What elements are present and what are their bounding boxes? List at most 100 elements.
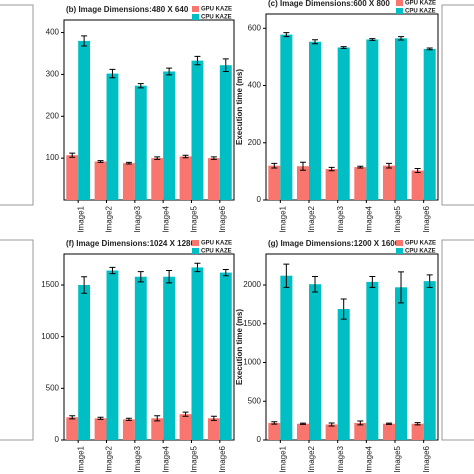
error-bar: [69, 152, 76, 158]
y-tick-label: 600: [248, 23, 262, 32]
x-tick-label: Image6: [422, 205, 431, 232]
error-bar: [109, 266, 116, 275]
error-bar: [210, 415, 217, 421]
y-tick-label: 200: [248, 138, 262, 147]
error-bar: [328, 422, 335, 427]
bar: [296, 166, 309, 200]
bar: [366, 39, 379, 200]
error-bar: [357, 165, 364, 169]
error-bar: [271, 421, 278, 425]
x-tick-label: Image1: [76, 205, 85, 232]
error-bar: [97, 160, 104, 163]
error-bar: [125, 417, 132, 421]
x-tick-label: Image4: [161, 445, 170, 472]
legend-label: CPU KAZE: [405, 249, 436, 255]
y-tick-label: 100: [46, 153, 60, 162]
bar: [94, 418, 107, 440]
bar: [207, 158, 220, 200]
legend-label: GPU KAZE: [405, 1, 436, 7]
legend-swatch: [396, 0, 403, 6]
bar: [207, 418, 220, 440]
x-tick-label: Image1: [278, 205, 287, 232]
x-tick-label: Image1: [76, 445, 85, 472]
error-bar: [210, 156, 217, 160]
error-bar: [299, 422, 306, 425]
bar: [151, 158, 164, 200]
bar: [134, 276, 147, 440]
bar: [309, 41, 322, 200]
x-tick-label: Image5: [190, 445, 199, 472]
bar: [268, 165, 281, 200]
bar: [280, 34, 293, 201]
error-bar: [299, 161, 306, 171]
x-tick-label: Image3: [133, 445, 142, 472]
error-bar: [137, 271, 144, 283]
error-bar: [154, 415, 161, 422]
bar: [280, 275, 293, 440]
x-tick-label: Image4: [364, 205, 373, 232]
x-tick-label: Image6: [218, 445, 227, 472]
bar: [179, 414, 192, 440]
error-bar: [426, 274, 433, 288]
error-bar: [369, 275, 376, 288]
bar: [78, 40, 91, 200]
bar: [366, 281, 379, 440]
legend-label: CPU KAZE: [405, 9, 436, 15]
bar: [163, 276, 176, 440]
legend-swatch: [192, 248, 199, 254]
error-bar: [340, 46, 347, 49]
y-tick-label: 1500: [243, 319, 261, 328]
legend-swatch: [192, 240, 199, 246]
error-bar: [222, 58, 229, 72]
bar: [395, 38, 408, 201]
bar: [106, 73, 119, 200]
bar: [219, 65, 232, 200]
bar: [325, 169, 338, 200]
x-tick-label: Image3: [133, 205, 142, 232]
y-tick-label: 400: [46, 28, 60, 37]
x-tick-label: Image2: [307, 445, 316, 472]
bar: [337, 47, 350, 201]
legend-label: GPU KAZE: [201, 7, 232, 13]
y-tick-label: 300: [46, 70, 60, 79]
error-bar: [385, 162, 392, 169]
bar: [219, 272, 232, 440]
error-bar: [283, 32, 290, 38]
plot-frame: [265, 253, 439, 441]
bar: [122, 163, 135, 200]
error-bar: [414, 422, 421, 426]
bar: [309, 284, 322, 440]
bar: [382, 165, 395, 200]
error-bar: [182, 154, 189, 159]
bar: [296, 423, 309, 440]
error-bar: [166, 270, 173, 284]
error-bar: [166, 67, 173, 76]
legend-swatch: [192, 6, 199, 12]
error-bar: [312, 39, 319, 45]
chart-title: (g) Image Dimensions:1200 X 1600: [268, 239, 400, 248]
legend-label: CPU KAZE: [201, 15, 232, 21]
y-tick-label: 400: [248, 81, 262, 90]
y-tick-label: 2000: [243, 280, 261, 289]
bar: [354, 422, 367, 440]
y-tick-label: 1000: [243, 358, 261, 367]
x-tick-label: Image5: [393, 205, 402, 232]
error-bar: [154, 156, 161, 160]
x-tick-label: Image2: [307, 205, 316, 232]
legend-label: GPU KAZE: [405, 241, 436, 247]
chart-title: (f) Image Dimensions:1024 X 1280: [66, 239, 195, 248]
bar: [66, 155, 79, 200]
error-bar: [340, 298, 347, 320]
y-tick-label: 1500: [41, 280, 59, 289]
y-tick-label: 0: [55, 435, 60, 444]
x-tick-label: Image4: [161, 205, 170, 232]
legend-swatch: [396, 248, 403, 254]
chart-title: (b) Image Dimensions:480 X 640: [66, 5, 189, 14]
error-bar: [385, 422, 392, 425]
x-tick-label: Image1: [278, 445, 287, 472]
y-axis-title: Execution time (ms): [235, 69, 244, 145]
bar: [411, 423, 424, 440]
x-tick-label: Image2: [105, 205, 114, 232]
error-bar: [426, 47, 433, 51]
